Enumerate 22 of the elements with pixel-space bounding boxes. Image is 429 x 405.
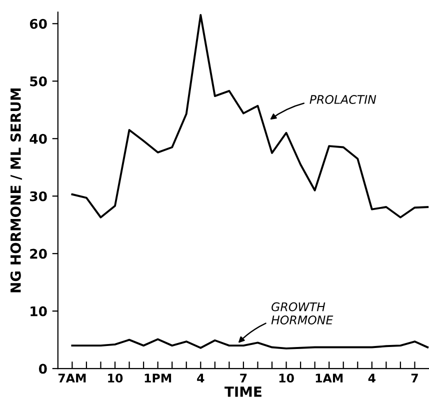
y-tick-label: 30 xyxy=(30,191,47,202)
x-tick-label: 4 xyxy=(368,374,376,382)
x-tick-label: 7AM xyxy=(58,374,86,382)
x-tick-label: 1AM xyxy=(316,374,343,382)
y-tick-label: 60 xyxy=(30,18,47,29)
line-series xyxy=(71,14,429,218)
annotation: PROLACTIN xyxy=(310,95,376,104)
x-tick-label: 10 xyxy=(108,374,123,383)
y-axis-title: NG HORMONE / ML SERUM xyxy=(10,88,22,292)
y-tick-label: 40 xyxy=(30,134,47,144)
x-tick-label: 1PM xyxy=(144,374,172,382)
line-series xyxy=(71,338,429,350)
y-tick-label: 50 xyxy=(30,76,47,86)
y-tick-label: 20 xyxy=(30,248,47,259)
x-tick-label: 7 xyxy=(240,374,247,382)
x-tick-label: 4 xyxy=(197,374,204,382)
y-tick-label: 0 xyxy=(38,364,47,374)
x-tick-label: 7 xyxy=(411,374,418,382)
x-tick-label: 10 xyxy=(279,374,294,383)
x-axis-title: TIME xyxy=(224,386,262,397)
annotation: GROWTH HORMONE xyxy=(271,302,334,324)
y-tick-label: 10 xyxy=(30,306,47,316)
